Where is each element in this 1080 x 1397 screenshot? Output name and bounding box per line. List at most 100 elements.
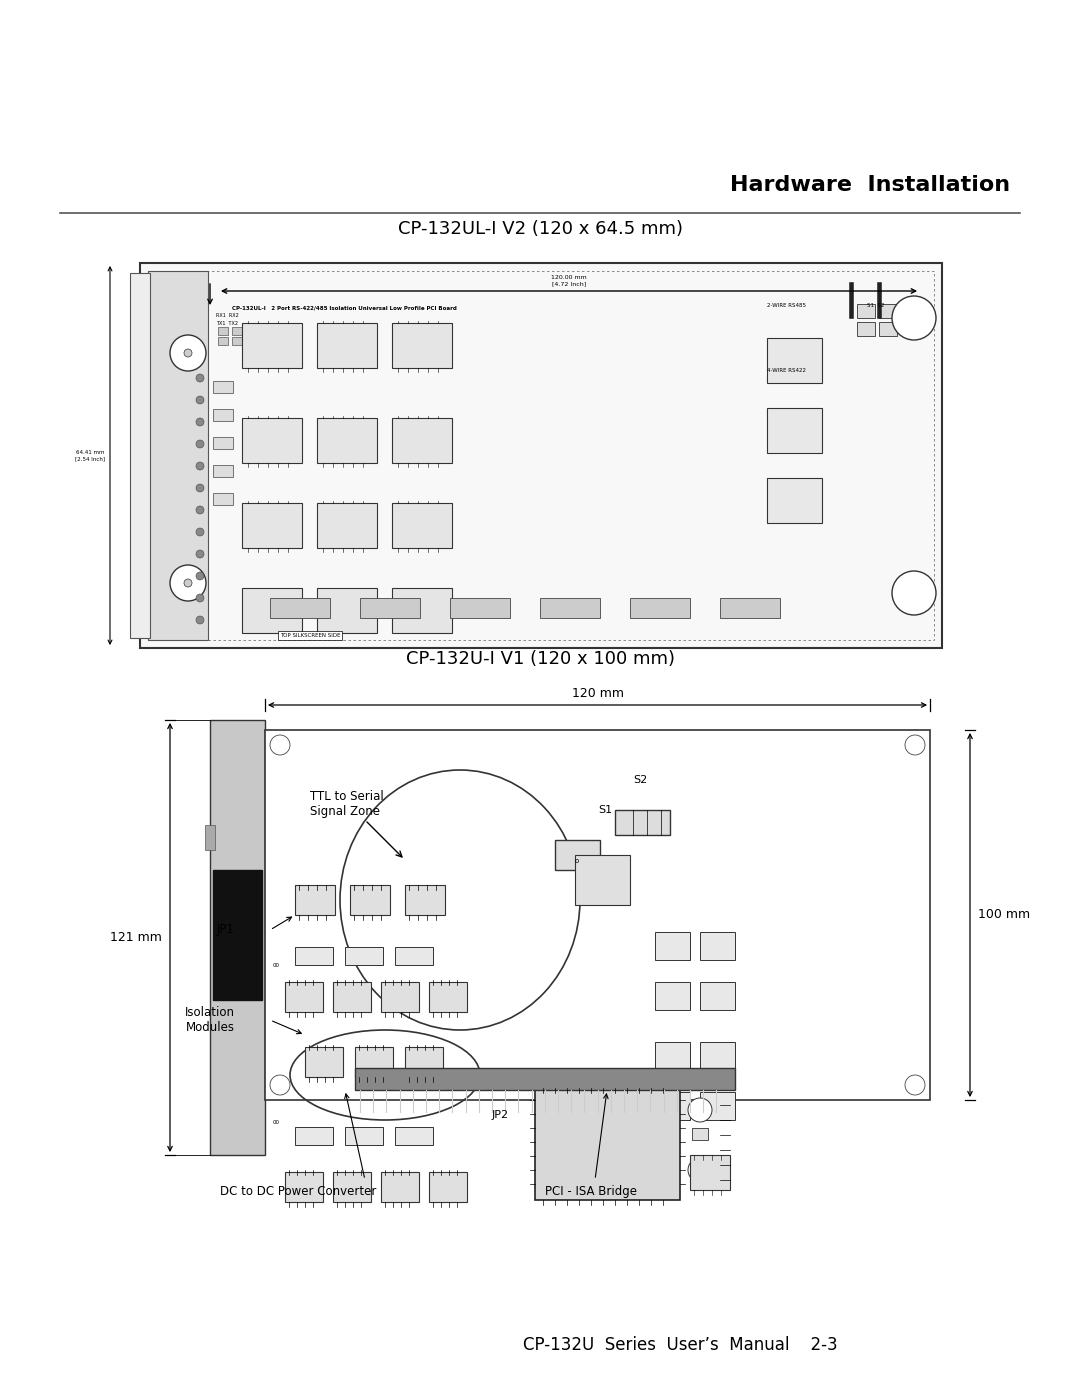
Circle shape — [195, 374, 204, 381]
Bar — [285, 982, 323, 1011]
Circle shape — [892, 296, 936, 339]
Bar — [213, 409, 233, 420]
Bar — [555, 840, 600, 870]
Bar — [295, 886, 335, 915]
Text: 120 mm: 120 mm — [571, 687, 623, 700]
Circle shape — [892, 571, 936, 615]
Bar — [260, 337, 270, 345]
Text: o: o — [575, 858, 579, 863]
Bar — [615, 810, 670, 835]
Circle shape — [195, 550, 204, 557]
Bar — [270, 598, 330, 617]
Circle shape — [195, 571, 204, 580]
Bar — [690, 1155, 730, 1190]
Bar — [213, 870, 262, 1000]
Bar — [213, 493, 233, 504]
Bar — [242, 588, 302, 633]
Bar — [213, 437, 233, 448]
Circle shape — [270, 1076, 291, 1095]
Text: DC to DC Power Converter: DC to DC Power Converter — [220, 1185, 376, 1199]
Text: S1: S1 — [598, 805, 612, 814]
Bar — [692, 1127, 708, 1140]
Bar — [879, 321, 897, 337]
Bar — [392, 323, 453, 367]
Circle shape — [195, 616, 204, 624]
Circle shape — [195, 462, 204, 469]
Text: 2-WIRE RS485: 2-WIRE RS485 — [767, 303, 806, 307]
Bar — [213, 465, 233, 476]
Bar — [450, 598, 510, 617]
Bar — [535, 1090, 680, 1200]
Bar — [318, 503, 377, 548]
Bar — [540, 598, 600, 617]
Circle shape — [905, 735, 924, 754]
Bar — [260, 327, 270, 335]
Text: TTL to Serial
Signal Zone: TTL to Serial Signal Zone — [310, 789, 383, 819]
Text: PCI - ISA Bridge: PCI - ISA Bridge — [545, 1185, 637, 1199]
Bar — [720, 598, 780, 617]
Bar — [395, 947, 433, 965]
Text: TX1  TX2: TX1 TX2 — [216, 321, 238, 326]
Bar — [405, 886, 445, 915]
Circle shape — [184, 578, 192, 587]
Circle shape — [195, 506, 204, 514]
Bar — [232, 337, 242, 345]
Bar — [232, 327, 242, 335]
Bar — [285, 1172, 323, 1201]
Bar — [381, 982, 419, 1011]
Bar — [305, 1046, 343, 1077]
Bar — [295, 947, 333, 965]
Bar — [242, 503, 302, 548]
Bar — [767, 338, 822, 383]
Bar — [148, 271, 934, 640]
Text: TOP SILKSCREEN SIDE: TOP SILKSCREEN SIDE — [280, 633, 340, 638]
Bar — [395, 1127, 433, 1146]
Text: CP-132U-I V1 (120 x 100 mm): CP-132U-I V1 (120 x 100 mm) — [405, 650, 675, 668]
Text: 100 mm: 100 mm — [978, 908, 1030, 922]
Bar — [654, 982, 690, 1010]
Circle shape — [195, 528, 204, 536]
Circle shape — [195, 440, 204, 448]
Text: RX1  RX2: RX1 RX2 — [216, 313, 239, 319]
Text: 64.41 mm
[2.54 Inch]: 64.41 mm [2.54 Inch] — [75, 450, 105, 461]
Bar — [858, 305, 875, 319]
Text: JP2: JP2 — [491, 1111, 509, 1120]
Bar — [350, 886, 390, 915]
Bar — [360, 598, 420, 617]
Bar — [355, 1046, 393, 1077]
Text: 120.00 mm
[4.72 Inch]: 120.00 mm [4.72 Inch] — [551, 275, 586, 286]
Bar — [877, 282, 881, 319]
Circle shape — [170, 335, 206, 372]
Bar — [318, 588, 377, 633]
Bar — [429, 1172, 467, 1201]
Bar — [295, 1127, 333, 1146]
Circle shape — [170, 564, 206, 601]
Bar — [213, 381, 233, 393]
Circle shape — [688, 1098, 712, 1122]
Bar — [879, 305, 897, 319]
Bar — [218, 337, 228, 345]
Bar — [318, 418, 377, 462]
Bar — [767, 478, 822, 522]
Circle shape — [195, 418, 204, 426]
Bar — [130, 272, 150, 638]
Text: 00: 00 — [273, 1120, 280, 1125]
Bar — [405, 1046, 443, 1077]
Bar — [345, 1127, 383, 1146]
Bar — [242, 323, 302, 367]
Bar — [318, 323, 377, 367]
Bar — [381, 1172, 419, 1201]
Text: 00: 00 — [273, 963, 280, 968]
Bar — [858, 321, 875, 337]
Bar — [654, 932, 690, 960]
Bar — [700, 982, 735, 1010]
Circle shape — [184, 349, 192, 358]
Bar — [355, 1067, 735, 1090]
Text: CP-132UL-I   2 Port RS-422/485 Isolation Universal Low Profile PCI Board: CP-132UL-I 2 Port RS-422/485 Isolation U… — [232, 305, 457, 310]
Bar — [210, 719, 265, 1155]
Text: S2: S2 — [633, 775, 647, 785]
Bar — [700, 1092, 735, 1120]
Bar — [218, 327, 228, 335]
Bar — [654, 1042, 690, 1070]
Circle shape — [688, 1158, 712, 1182]
